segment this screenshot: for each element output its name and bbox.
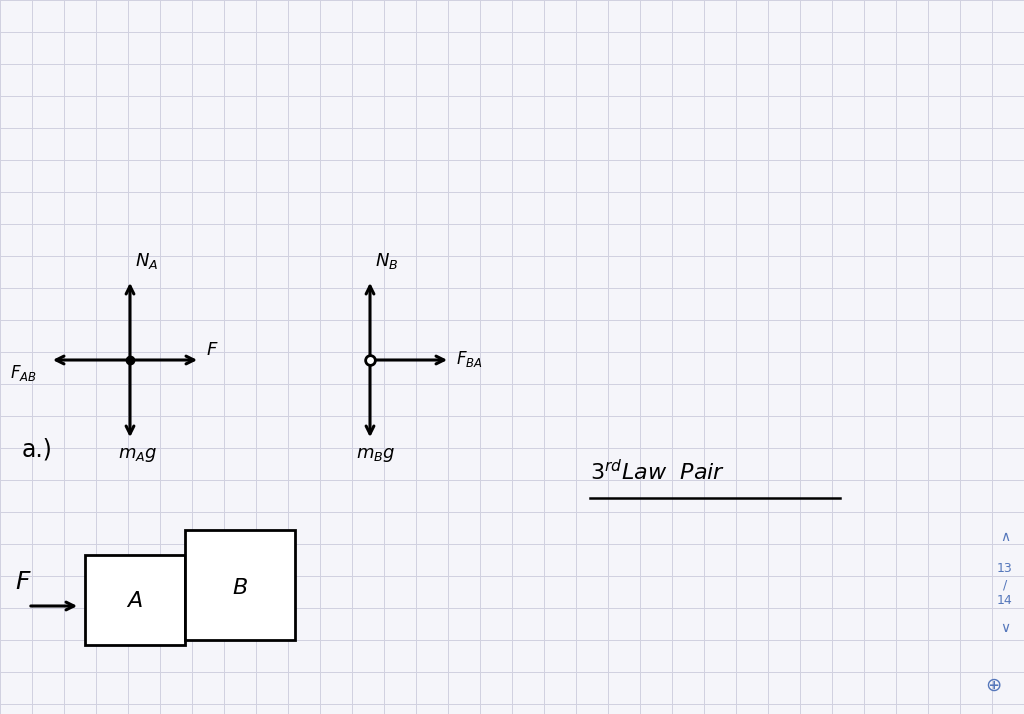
Text: $N_A$: $N_A$ bbox=[135, 251, 159, 271]
Bar bbox=[85, 555, 185, 645]
Text: A: A bbox=[127, 591, 142, 611]
Text: $F_{AB}$: $F_{AB}$ bbox=[10, 363, 37, 383]
Text: F: F bbox=[15, 570, 30, 594]
Text: 13: 13 bbox=[997, 561, 1013, 575]
Text: $F$: $F$ bbox=[206, 341, 218, 359]
Text: $m_Ag$: $m_Ag$ bbox=[118, 446, 158, 464]
Text: ⊕: ⊕ bbox=[985, 675, 1001, 695]
Text: B: B bbox=[232, 578, 248, 598]
Text: $3^{rd}$Law  Pair: $3^{rd}$Law Pair bbox=[590, 459, 725, 484]
Text: ∨: ∨ bbox=[1000, 621, 1010, 635]
Text: a.): a.) bbox=[22, 438, 53, 462]
Text: ∧: ∧ bbox=[1000, 530, 1010, 544]
Text: /: / bbox=[1002, 578, 1008, 591]
Text: 14: 14 bbox=[997, 593, 1013, 606]
Text: $F_{BA}$: $F_{BA}$ bbox=[456, 349, 482, 369]
Text: $m_Bg$: $m_Bg$ bbox=[356, 446, 395, 464]
Text: $N_B$: $N_B$ bbox=[375, 251, 398, 271]
Bar bbox=[185, 530, 295, 640]
